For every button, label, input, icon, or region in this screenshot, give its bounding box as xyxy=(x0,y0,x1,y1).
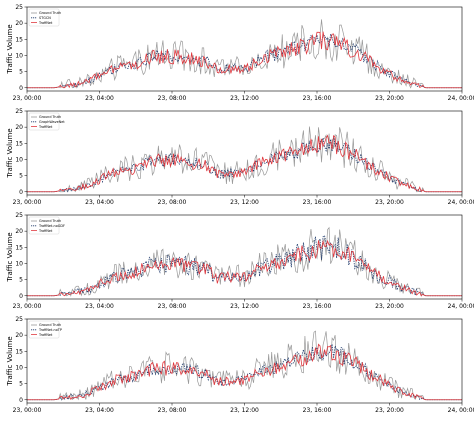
legend-label: TraffNet xyxy=(38,333,53,337)
legend-label: TraffNet xyxy=(38,21,53,25)
x-tick-label: 23, 20:00 xyxy=(375,95,404,102)
series-line-traffnet xyxy=(27,31,462,89)
x-tick-label: 23, 20:00 xyxy=(375,407,404,414)
legend-label: Ground Truth xyxy=(39,115,61,119)
y-tick-label: 10 xyxy=(15,156,23,163)
x-tick-label: 23, 04:00 xyxy=(85,407,114,414)
y-tick-label: 20 xyxy=(15,20,23,27)
y-tick-label: 25 xyxy=(15,316,23,323)
series-line-traffnet xyxy=(27,343,462,401)
y-tick-label: 15 xyxy=(15,36,23,43)
series-line-ground-truth xyxy=(27,330,462,402)
x-tick-label: 23, 04:00 xyxy=(85,303,114,310)
y-axis-label: Traffic Volume xyxy=(6,128,14,178)
y-axis-label: Traffic Volume xyxy=(6,232,14,282)
legend-label: TraffNet xyxy=(38,229,53,233)
legend-label: TraffNet-noTP xyxy=(38,328,62,332)
series-line-traffnet xyxy=(27,239,462,297)
x-tick-label: 23, 16:00 xyxy=(303,303,332,310)
y-tick-label: 25 xyxy=(15,4,23,11)
legend-label: TraffNet xyxy=(38,125,53,129)
x-tick-label: 23, 12:00 xyxy=(230,407,259,414)
x-tick-label: 23, 20:00 xyxy=(375,199,404,206)
x-tick-label: 23, 08:00 xyxy=(158,199,187,206)
chart-panel-1: 0 5 10 15 20 25 23, 00:00 23, 04:00 23, 08:00 23,… xyxy=(6,4,474,102)
y-tick-label: 15 xyxy=(15,140,23,147)
y-tick-label: 0 xyxy=(19,85,23,92)
plot-frame xyxy=(26,110,463,196)
y-tick-label: 10 xyxy=(15,52,23,59)
chart-panel-4: 0 5 10 15 20 25 23, 00:00 23, 04:00 23, 08:00 23,… xyxy=(6,316,474,414)
x-tick-label: 23, 08:00 xyxy=(158,407,187,414)
series-line-stgcn xyxy=(27,32,462,89)
x-tick-label: 23, 04:00 xyxy=(85,95,114,102)
y-tick-label: 5 xyxy=(19,69,23,76)
series-line-traffnet-nogdf xyxy=(27,234,462,297)
series-line-traffnet xyxy=(27,134,462,193)
y-tick-label: 0 xyxy=(19,293,23,300)
y-tick-label: 25 xyxy=(15,212,23,219)
legend-label: Ground Truth xyxy=(39,323,61,327)
x-tick-label: 23, 20:00 xyxy=(375,303,404,310)
y-tick-label: 15 xyxy=(15,348,23,355)
x-tick-label: 23, 16:00 xyxy=(303,199,332,206)
x-tick-label: 23, 08:00 xyxy=(158,303,187,310)
x-tick-label: 23, 16:00 xyxy=(303,95,332,102)
y-tick-label: 0 xyxy=(19,189,23,196)
series-line-ground-truth xyxy=(27,19,462,89)
y-tick-label: 5 xyxy=(19,173,23,180)
x-tick-label: 23, 00:00 xyxy=(13,303,42,310)
legend-label: GraphWaveNet xyxy=(39,120,65,124)
y-tick-label: 20 xyxy=(15,228,23,235)
plot-frame xyxy=(26,318,463,404)
y-tick-label: 10 xyxy=(15,364,23,371)
legend-label: Ground Truth xyxy=(39,11,61,15)
x-tick-label: 24, 00:00 xyxy=(448,407,474,414)
x-tick-label: 23, 12:00 xyxy=(230,303,259,310)
y-tick-label: 25 xyxy=(15,108,23,115)
x-tick-label: 24, 00:00 xyxy=(448,199,474,206)
y-axis-label: Traffic Volume xyxy=(6,24,14,74)
series-line-traffnet-notp xyxy=(27,344,462,401)
x-tick-label: 23, 00:00 xyxy=(13,199,42,206)
legend-label: STGCN xyxy=(39,16,51,20)
y-tick-label: 20 xyxy=(15,332,23,339)
legend-label: Ground Truth xyxy=(39,219,61,223)
series-line-graphwavenet xyxy=(27,136,462,193)
x-tick-label: 23, 00:00 xyxy=(13,407,42,414)
x-tick-label: 23, 12:00 xyxy=(230,95,259,102)
y-tick-label: 10 xyxy=(15,260,23,267)
y-tick-label: 15 xyxy=(15,244,23,251)
y-tick-label: 5 xyxy=(19,277,23,284)
series-line-ground-truth xyxy=(27,226,462,298)
series-line-ground-truth xyxy=(27,126,462,193)
y-tick-label: 5 xyxy=(19,381,23,388)
x-tick-label: 23, 04:00 xyxy=(85,199,114,206)
x-tick-label: 24, 00:00 xyxy=(448,95,474,102)
legend-label: TraffNet-noGDF xyxy=(38,224,65,228)
x-tick-label: 23, 08:00 xyxy=(158,95,187,102)
chart-panel-2: 0 5 10 15 20 25 23, 00:00 23, 04:00 23, 08:00 23,… xyxy=(6,108,474,206)
x-tick-label: 23, 00:00 xyxy=(13,95,42,102)
chart-panel-3: 0 5 10 15 20 25 23, 00:00 23, 04:00 23, 08:00 23,… xyxy=(6,212,474,310)
x-tick-label: 23, 16:00 xyxy=(303,407,332,414)
y-tick-label: 20 xyxy=(15,124,23,131)
x-tick-label: 23, 12:00 xyxy=(230,199,259,206)
x-tick-label: 24, 00:00 xyxy=(448,303,474,310)
y-tick-label: 0 xyxy=(19,397,23,404)
y-axis-label: Traffic Volume xyxy=(6,336,14,386)
